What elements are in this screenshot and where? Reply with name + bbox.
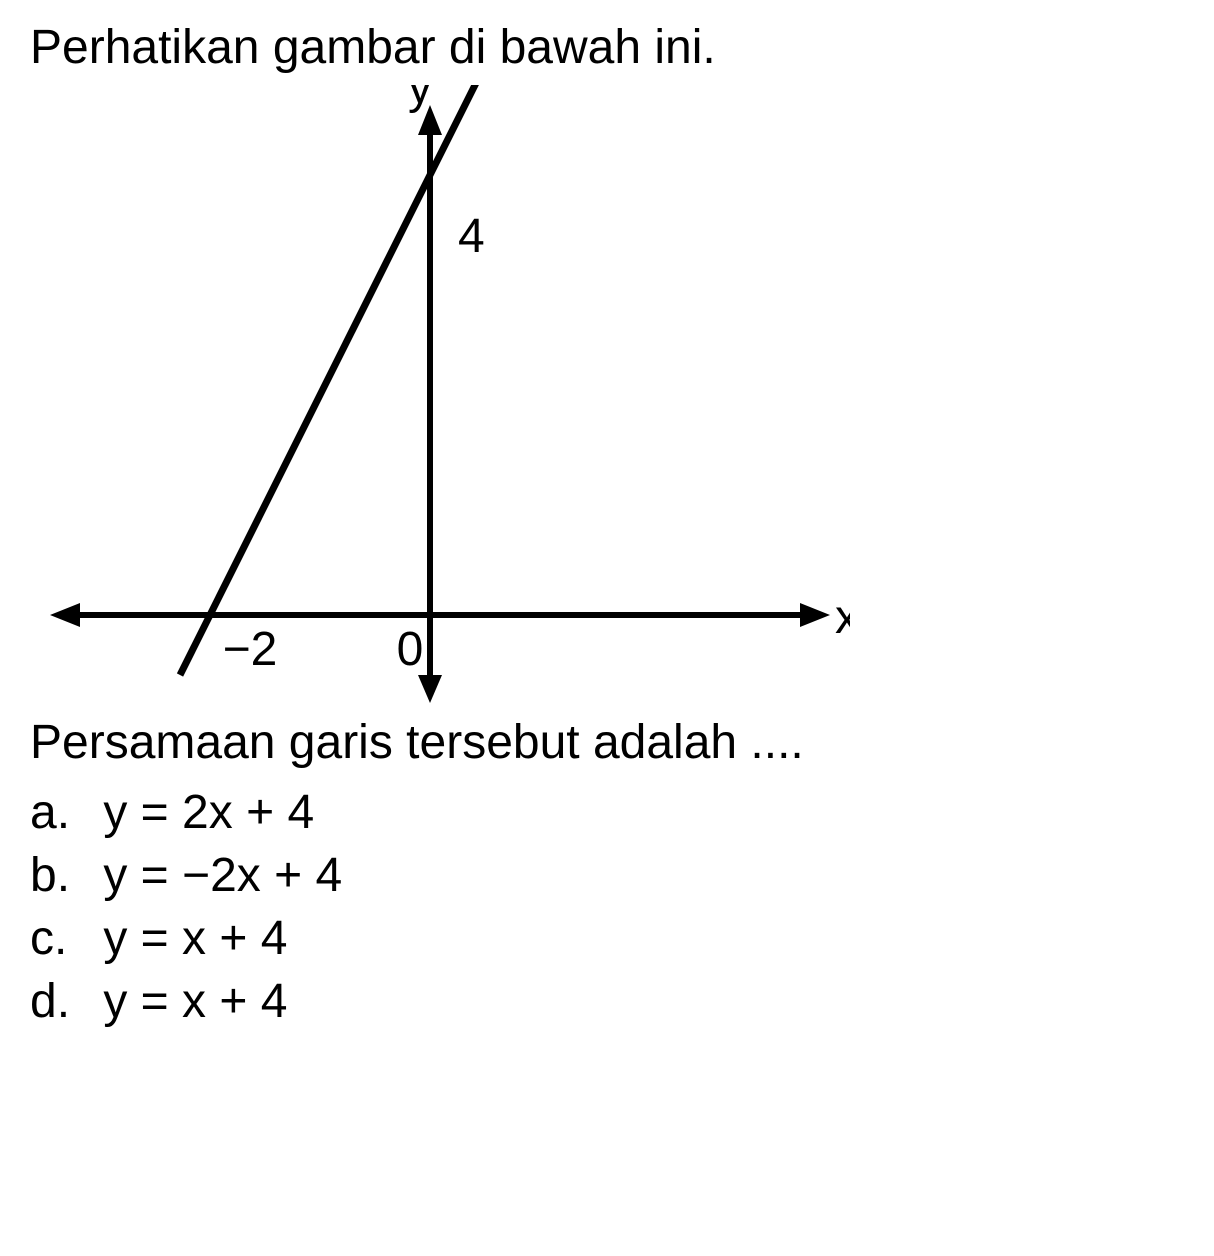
option-b-letter: b. [30, 848, 90, 903]
option-d-letter: d. [30, 974, 90, 1029]
options-list: a. y = 2x + 4 b. y = −2x + 4 c. y = x + … [30, 785, 1184, 1029]
question-result: Persamaan garis tersebut adalah .... [30, 715, 1184, 770]
y-axis-arrow-down [418, 675, 442, 703]
option-a-equation: y = 2x + 4 [103, 786, 314, 839]
option-d-equation: y = x + 4 [103, 975, 287, 1028]
x-tick-neg2: −2 [223, 623, 278, 676]
coordinate-chart: y x 0 −2 4 [30, 85, 850, 705]
x-axis-arrow-right [800, 603, 830, 627]
option-b: b. y = −2x + 4 [30, 848, 1184, 903]
option-c: c. y = x + 4 [30, 911, 1184, 966]
chart-svg: y x 0 −2 4 [30, 85, 850, 705]
option-c-equation: y = x + 4 [103, 912, 287, 965]
x-axis-label: x [835, 591, 850, 644]
option-a: a. y = 2x + 4 [30, 785, 1184, 840]
option-c-letter: c. [30, 911, 90, 966]
option-d: d. y = x + 4 [30, 974, 1184, 1029]
option-a-letter: a. [30, 785, 90, 840]
graph-line [180, 85, 510, 675]
y-axis-label: y [408, 85, 432, 114]
question-prompt: Perhatikan gambar di bawah ini. [30, 20, 1184, 75]
option-b-equation: y = −2x + 4 [103, 849, 342, 902]
y-tick-4: 4 [458, 210, 485, 263]
x-axis-arrow-left [50, 603, 80, 627]
origin-label: 0 [397, 623, 424, 676]
